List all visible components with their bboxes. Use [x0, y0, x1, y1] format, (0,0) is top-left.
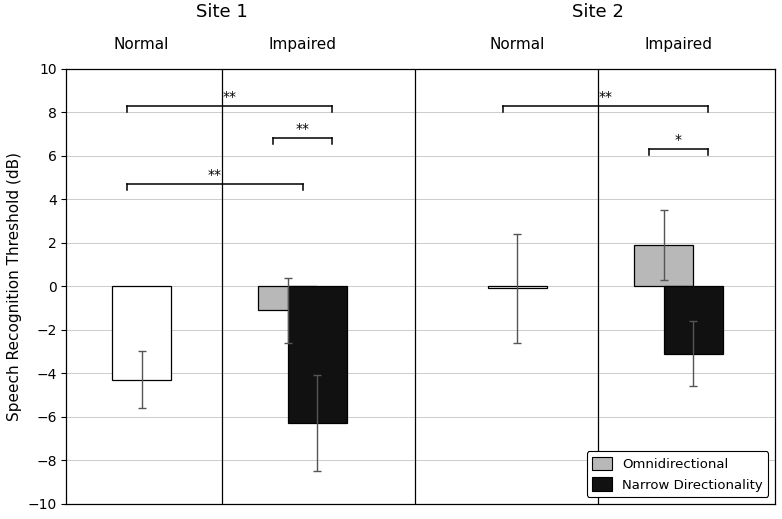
- Text: **: **: [208, 168, 222, 182]
- Y-axis label: Speech Recognition Threshold (dB): Speech Recognition Threshold (dB): [7, 152, 22, 421]
- Text: *: *: [675, 133, 682, 147]
- Text: Site 2: Site 2: [572, 3, 624, 21]
- Bar: [664, 286, 723, 353]
- Text: **: **: [598, 90, 612, 104]
- Legend: Omnidirectional, Narrow Directionality: Omnidirectional, Narrow Directionality: [586, 452, 769, 497]
- Text: Normal: Normal: [114, 36, 170, 51]
- Text: Impaired: Impaired: [644, 36, 712, 51]
- Bar: [288, 286, 347, 423]
- Text: Site 1: Site 1: [196, 3, 248, 21]
- Text: **: **: [296, 122, 310, 136]
- Bar: [634, 245, 693, 286]
- Bar: [258, 286, 317, 310]
- Text: **: **: [223, 90, 236, 104]
- Text: Normal: Normal: [490, 36, 545, 51]
- Bar: [488, 286, 547, 289]
- Text: Impaired: Impaired: [269, 36, 337, 51]
- Bar: [112, 286, 171, 380]
